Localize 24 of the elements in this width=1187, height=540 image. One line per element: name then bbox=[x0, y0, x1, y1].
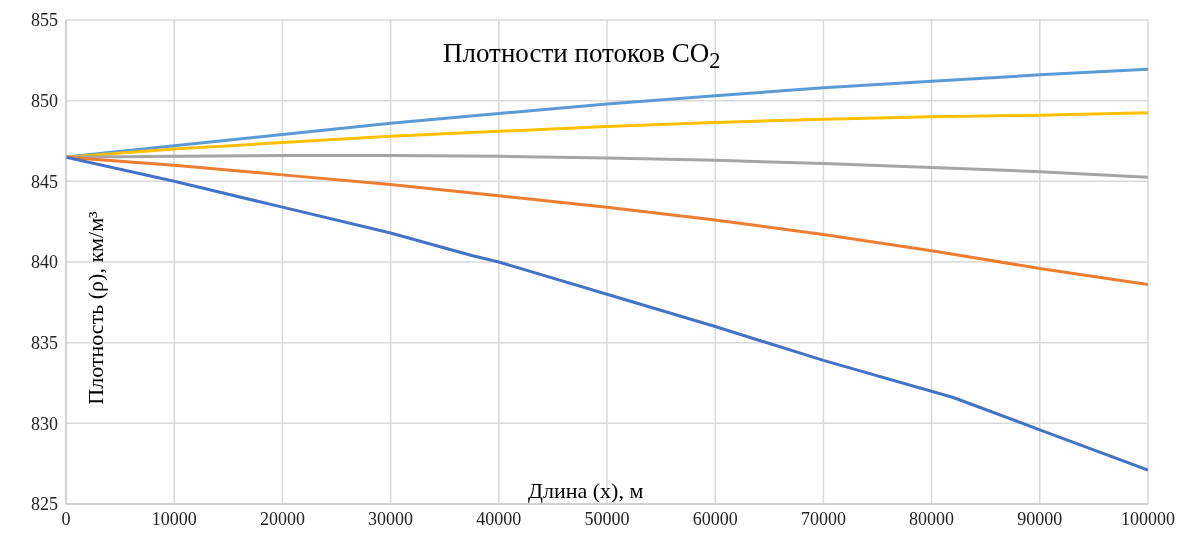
y-tick-label: 835 bbox=[31, 333, 58, 354]
y-tick-label: 845 bbox=[31, 171, 58, 192]
line-series bbox=[66, 67, 1148, 159]
line-series bbox=[66, 111, 1148, 159]
x-tick-label: 30000 bbox=[368, 508, 414, 529]
line-series bbox=[66, 155, 1148, 472]
y-tick-label: 840 bbox=[31, 252, 58, 273]
y-axis-title: Плотность (ρ), км/м³ bbox=[83, 211, 109, 405]
x-tick-label: 90000 bbox=[1017, 508, 1063, 529]
y-tick-label: 830 bbox=[31, 413, 58, 434]
x-tick-label: 60000 bbox=[692, 508, 738, 529]
y-tick-label: 855 bbox=[31, 10, 58, 31]
x-tick-label: 70000 bbox=[800, 508, 846, 529]
y-tick-label: 825 bbox=[31, 494, 58, 515]
x-tick-label: 10000 bbox=[151, 508, 197, 529]
y-tick-label: 850 bbox=[31, 91, 58, 112]
x-tick-label: 100000 bbox=[1121, 508, 1175, 529]
text: Плотности потоков CO$_{2}$ bbox=[443, 38, 721, 75]
x-tick-label: 20000 bbox=[259, 508, 305, 529]
x-tick-label: 80000 bbox=[909, 508, 955, 529]
x-tick-label: 50000 bbox=[584, 508, 630, 529]
x-tick-label: 40000 bbox=[476, 508, 522, 529]
x-axis-title: Длина (x), м bbox=[528, 478, 644, 504]
x-tick-label: 0 bbox=[61, 508, 71, 529]
